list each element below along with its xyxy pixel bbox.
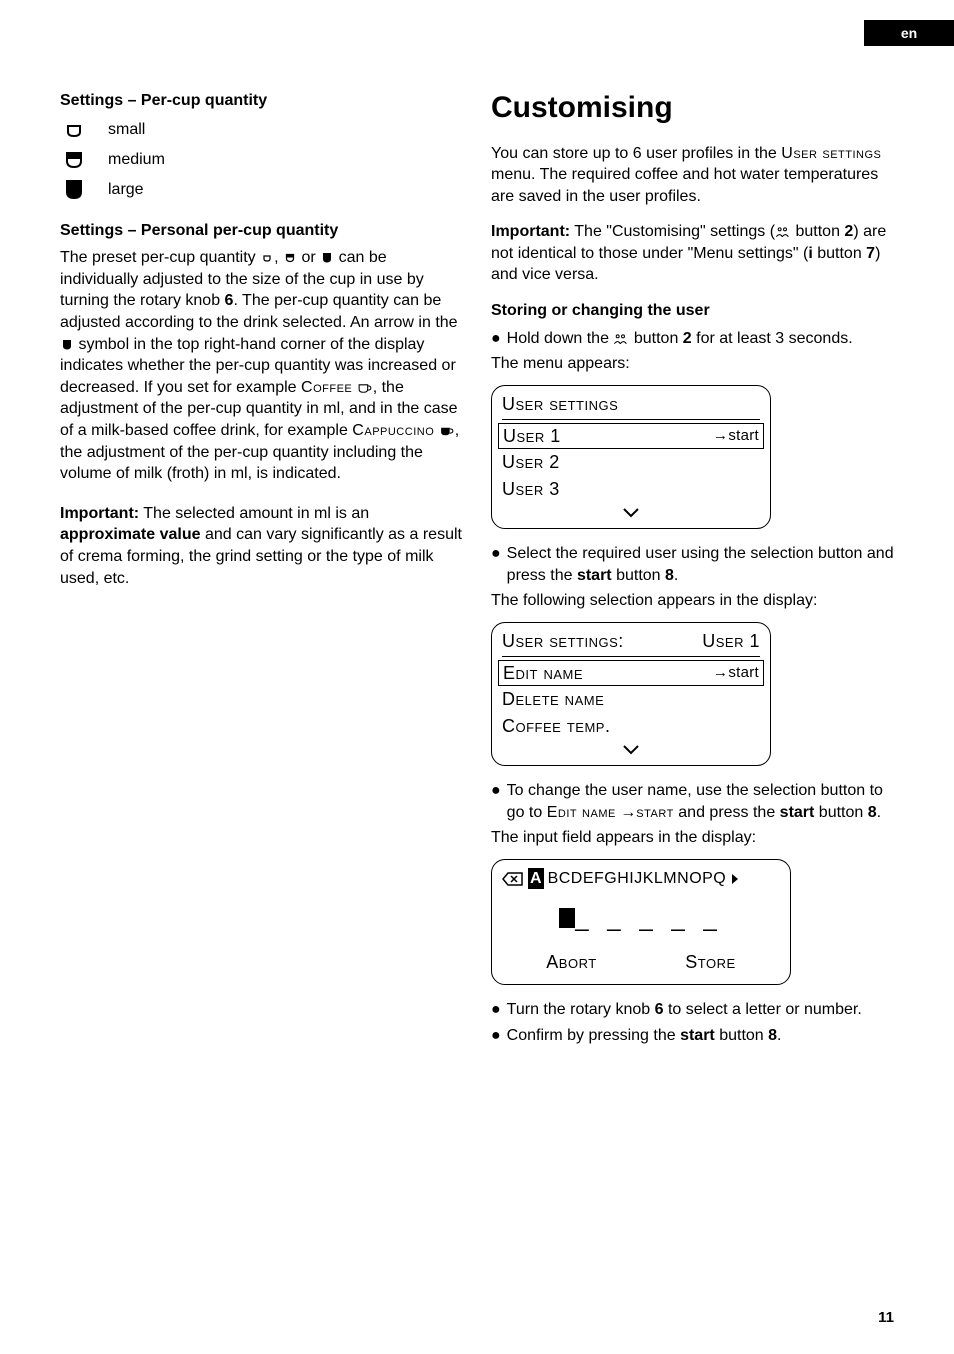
cup-large-icon [60,178,88,202]
name-input-cursor: _ _ _ _ _ [502,903,780,935]
menu-header: User settings: User 1 [502,629,760,657]
cup-size-label: small [108,119,145,141]
page-number: 11 [878,1308,894,1328]
menu-item-edit-name[interactable]: Edit name →start [498,660,764,686]
customising-title: Customising [491,88,894,129]
cup-size-label: large [108,179,144,201]
cup-small-icon [60,118,88,142]
cappuccino-cup-icon [439,424,455,438]
menu-item-user2[interactable]: User 2 [502,449,760,475]
chevron-down-icon[interactable] [502,739,760,759]
bullet-hold: ● Hold down the button 2 for at least 3 … [491,328,894,350]
left-column: Settings – Per-cup quantity small medium [60,88,463,1050]
cup-size-small: small [60,118,463,142]
important-customising-para: Important: The "Customising" settings ( … [491,221,894,286]
menu-item-coffee-temp[interactable]: Coffee temp. [502,713,760,739]
abort-button[interactable]: Abort [546,950,596,974]
chevron-right-icon[interactable] [730,872,740,886]
letter-highlighted[interactable]: A [528,868,544,890]
user-profiles-icon [775,225,791,239]
cup-small-icon [260,251,274,265]
menu-item-user1[interactable]: User 1 →start [498,423,764,449]
cup-size-list: small medium large [60,118,463,202]
menu-item-delete-name[interactable]: Delete name [502,686,760,712]
user-settings-menu: User settings User 1 →start User 2 User … [491,385,771,529]
cup-large-icon [320,251,334,265]
backspace-icon[interactable] [502,872,524,886]
cup-large-icon [60,338,74,352]
language-tab: en [864,20,954,46]
intro-para: You can store up to 6 user profiles in t… [491,143,894,208]
store-button[interactable]: Store [685,950,735,974]
bullet-confirm: ● Confirm by pressing the start button 8… [491,1025,894,1047]
input-appears-text: The input field appears in the display: [491,827,894,849]
cursor-icon [559,908,575,928]
alphabet-letters: BCDEFGHIJKLMNOPQ [548,868,727,890]
important-para: Important: The selected amount in ml is … [60,503,463,589]
personal-percup-heading: Settings – Personal per-cup quantity [60,220,463,242]
alphabet-row: ABCDEFGHIJKLMNOPQ [502,868,780,890]
personal-percup-para: The preset per-cup quantity , or can be … [60,247,463,485]
menu-appears-text: The menu appears: [491,353,894,375]
bullet-select-user: ● Select the required user using the sel… [491,543,894,586]
chevron-down-icon[interactable] [502,502,760,522]
coffee-cup-icon [357,381,373,395]
menu-header: User settings [502,392,760,420]
user-profiles-icon [613,332,629,346]
right-column: Customising You can store up to 6 user p… [491,88,894,1050]
user-settings-detail-menu: User settings: User 1 Edit name →start D… [491,622,771,766]
menu-item-user3[interactable]: User 3 [502,476,760,502]
cup-size-large: large [60,178,463,202]
cup-medium-icon [283,251,297,265]
selection-appears-text: The following selection appears in the d… [491,590,894,612]
name-input-display: ABCDEFGHIJKLMNOPQ _ _ _ _ _ Abort Store [491,859,791,985]
storing-heading: Storing or changing the user [491,300,894,322]
bullet-turn-knob: ● Turn the rotary knob 6 to select a let… [491,999,894,1021]
cup-size-medium: medium [60,148,463,172]
percup-heading: Settings – Per-cup quantity [60,90,463,112]
cup-size-label: medium [108,149,165,171]
cup-medium-icon [60,148,88,172]
bullet-change-name: ● To change the user name, use the selec… [491,780,894,823]
